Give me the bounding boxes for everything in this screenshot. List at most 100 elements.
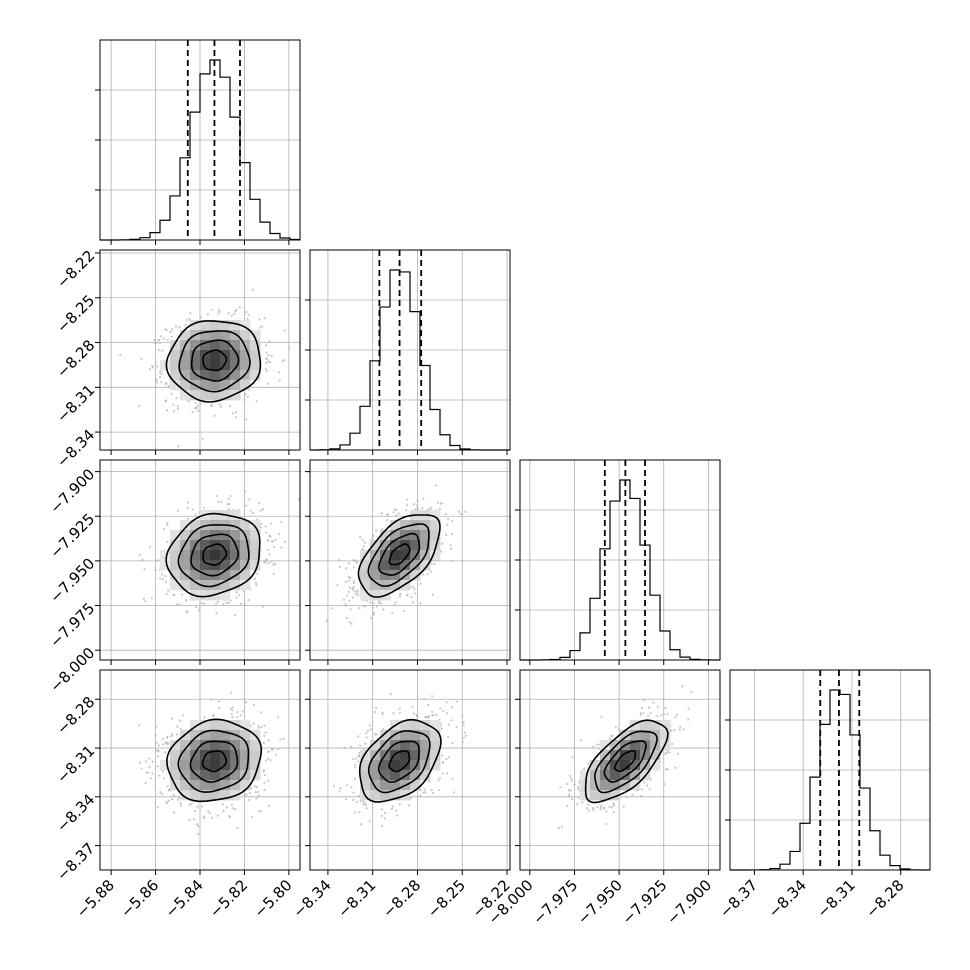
scatter-point xyxy=(566,782,569,786)
scatter-point xyxy=(380,814,383,818)
scatter-point xyxy=(362,747,365,750)
scatter-point xyxy=(165,592,168,596)
scatter-point xyxy=(368,724,372,727)
scatter-point xyxy=(356,589,359,592)
scatter-point xyxy=(646,784,649,787)
density-cell xyxy=(420,740,431,751)
scatter-panel-2-0 xyxy=(95,459,301,665)
y-tick-label: −8.31 xyxy=(53,381,98,426)
scatter-point xyxy=(230,712,233,716)
scatter-point xyxy=(438,777,442,780)
scatter-point xyxy=(419,582,422,585)
scatter-point xyxy=(571,779,574,782)
scatter-point xyxy=(362,803,365,806)
density-cell xyxy=(400,740,411,751)
scatter-point xyxy=(253,577,257,581)
scatter-point xyxy=(447,517,450,521)
density-cell xyxy=(180,790,191,801)
scatter-point xyxy=(568,793,571,796)
scatter-point xyxy=(259,326,262,329)
density-cell xyxy=(380,580,391,591)
density-cell xyxy=(360,770,371,781)
density-cell xyxy=(370,760,381,771)
scatter-point xyxy=(355,593,358,596)
scatter-point xyxy=(215,612,218,615)
scatter-point xyxy=(587,762,590,765)
contour-level-1 xyxy=(190,339,240,382)
density-cell xyxy=(220,360,231,371)
scatter-point xyxy=(170,735,173,738)
scatter-points xyxy=(332,693,468,827)
scatter-panel-3-2 xyxy=(515,669,721,875)
scatter-point xyxy=(679,725,682,728)
scatter-point xyxy=(596,743,599,746)
density-cell xyxy=(200,720,211,731)
scatter-point xyxy=(225,806,228,809)
scatter-point xyxy=(639,711,642,715)
scatter-point xyxy=(389,693,393,696)
density-cell xyxy=(590,760,601,771)
scatter-point xyxy=(260,522,263,526)
scatter-point xyxy=(170,717,174,720)
scatter-point xyxy=(354,559,357,562)
density-cell xyxy=(430,530,441,541)
scatter-point xyxy=(177,445,180,448)
scatter-point xyxy=(270,560,273,563)
scatter-point xyxy=(264,561,267,564)
density-cell xyxy=(380,730,391,741)
scatter-point xyxy=(265,361,268,364)
scatter-point xyxy=(568,774,571,778)
scatter-point xyxy=(210,698,213,701)
density-cell xyxy=(410,740,421,751)
density-cell xyxy=(630,730,641,741)
scatter-point xyxy=(265,558,268,561)
scatter-point xyxy=(166,743,169,746)
density-cell xyxy=(210,780,221,791)
scatter-point xyxy=(426,573,429,576)
scatter-point xyxy=(608,805,611,808)
density-cell xyxy=(230,320,241,331)
density-cell xyxy=(200,560,211,571)
scatter-point xyxy=(199,402,202,406)
x-tick-label: −8.37 xyxy=(716,876,761,921)
scatter-point xyxy=(343,746,346,749)
scatter-point xyxy=(244,701,247,704)
density-cell xyxy=(430,730,441,741)
density-cell xyxy=(200,760,211,771)
scatter-point xyxy=(426,508,430,511)
density-cell xyxy=(360,570,371,581)
density-cell xyxy=(250,360,261,371)
scatter-point xyxy=(647,706,651,709)
histogram-step-line xyxy=(520,479,720,661)
scatter-point xyxy=(410,595,413,599)
density-cell xyxy=(410,770,421,781)
density-cell xyxy=(610,770,621,781)
panel-frame xyxy=(309,249,511,451)
scatter-point xyxy=(449,547,453,551)
density-cell xyxy=(220,550,231,561)
scatter-point xyxy=(348,579,351,582)
scatter-point xyxy=(166,735,169,739)
scatter-point xyxy=(167,384,170,388)
scatter-point xyxy=(266,757,270,760)
density-cell xyxy=(210,390,221,401)
scatter-point xyxy=(211,816,214,819)
scatter-point xyxy=(397,512,400,515)
density-cell xyxy=(420,770,431,781)
scatter-point xyxy=(288,347,291,350)
density-cell xyxy=(220,380,231,391)
density-cell xyxy=(190,750,201,761)
scatter-point xyxy=(255,583,258,586)
density-cell xyxy=(240,550,251,561)
scatter-point xyxy=(372,534,375,537)
density-cell xyxy=(190,530,201,541)
scatter-point xyxy=(354,757,357,760)
panel-frame xyxy=(729,669,931,871)
contour-level-2 xyxy=(178,330,251,393)
scatter-point xyxy=(441,772,444,775)
scatter-point xyxy=(451,777,454,780)
density-cell xyxy=(220,570,231,581)
scatter-point xyxy=(336,583,339,587)
contour-level-0 xyxy=(202,543,228,566)
